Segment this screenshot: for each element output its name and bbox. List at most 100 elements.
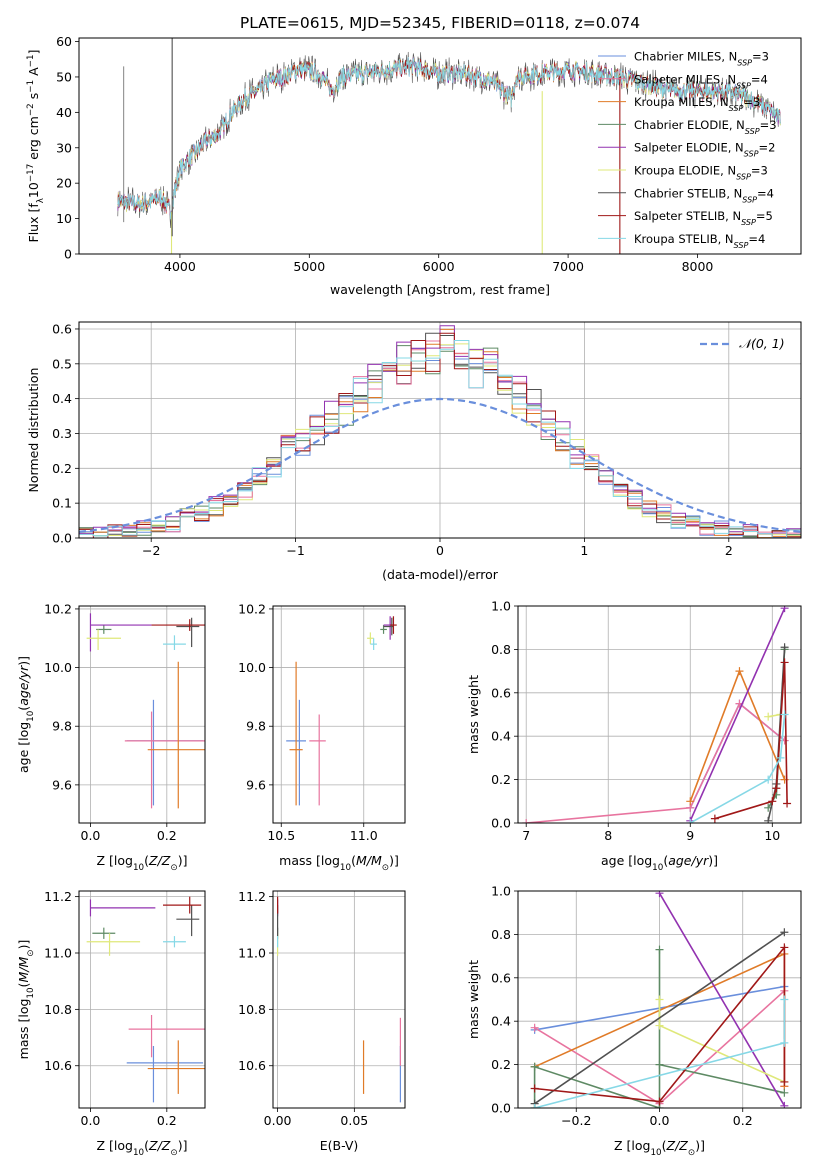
figure-title: PLATE=0615, MJD=52345, FIBERID=0118, z=0… xyxy=(240,14,640,32)
xtick-label-spectrum-1: 5000 xyxy=(293,259,325,274)
series-layer-age_vs_mass xyxy=(286,616,397,806)
errorbar-age_vs_mass-1 xyxy=(309,714,326,806)
axes-mass_vs_Z: 0.0 0.2 10.6 10.8 11.0 11.2 Z [log10(Z/Z⊙)] mas… xyxy=(16,889,206,1158)
legend-label-5: Kroupa ELODIE, NSSP=3 xyxy=(634,164,768,182)
ytick-label-mass_vs_Z-1: 10.8 xyxy=(44,1002,72,1017)
axes-mass_vs_ebv: 0.00 0.05 10.6 10.8 11.0 11.2 E(B-V) xyxy=(238,889,406,1153)
ytick-label-age_vs_mass-1: 9.8 xyxy=(246,719,266,734)
frame-weight_vs_age xyxy=(517,605,802,824)
xtick-label-age_vs_Z-1: 0.2 xyxy=(157,828,177,843)
weight-marker-weight_vs_age-6-0 xyxy=(764,816,773,823)
weight-marker-weight_vs_Z-3-4 xyxy=(655,1060,664,1069)
errorbar-mass_vs_Z-7 xyxy=(163,896,202,914)
xtick-label-mass_vs_Z-1: 0.2 xyxy=(157,1113,177,1128)
ytick-label-weight_vs_Z-4: 0.8 xyxy=(491,927,511,942)
errorbar-age_vs_Z-5 xyxy=(86,629,121,650)
frame-mass_vs_ebv xyxy=(272,890,406,1109)
ytick-label-weight_vs_Z-5: 1.0 xyxy=(491,884,511,899)
errorbar-mass_vs_Z-2 xyxy=(147,1040,205,1094)
weight-marker-weight_vs_age-7-2 xyxy=(772,784,781,793)
weight-marker-weight_vs_age-2-1 xyxy=(735,667,744,676)
ytick-label-residuals-4: 0.4 xyxy=(52,391,72,406)
residuals-xlabel: (data-model)/error xyxy=(382,567,499,582)
spectrum-line-8 xyxy=(117,56,781,220)
xtick-label-residuals-3: 1 xyxy=(580,543,588,558)
weight-vs-Z-xlabel: Z [log10(Z/Z⊙)] xyxy=(614,1138,705,1158)
xtick-label-mass_vs_Z-0: 0.0 xyxy=(81,1113,101,1128)
legend-label-6: Chabrier STELIB, NSSP=4 xyxy=(634,186,774,204)
gaussian-curve xyxy=(79,397,801,533)
weight-marker-weight_vs_age-4-1 xyxy=(780,606,789,613)
weight-marker-weight_vs_age-7-1 xyxy=(768,797,777,806)
weight-vs-Z-ylabel: mass weight xyxy=(466,960,481,1039)
age-vs-Z-ylabel: age [log10(age/yr)] xyxy=(16,656,36,773)
weight-marker-weight_vs_Z-7-3 xyxy=(780,1077,789,1086)
series-layer-mass_vs_ebv xyxy=(277,896,401,1103)
weight-marker-weight_vs_Z-1-0 xyxy=(530,1023,539,1032)
weight-marker-weight_vs_Z-8-0 xyxy=(530,1104,539,1108)
series-layer-weight_vs_age xyxy=(522,606,792,823)
ytick-label-mass_vs_Z-2: 11.0 xyxy=(44,946,72,961)
errorbar-mass_vs_Z-8 xyxy=(163,936,186,948)
errorbar-age_vs_Z-7 xyxy=(151,619,205,631)
gauss-legend-label: 𝒩(0, 1) xyxy=(739,336,785,351)
errorbar-age_vs_Z-6 xyxy=(176,617,200,648)
legend-label-0: Chabrier MILES, NSSP=3 xyxy=(634,50,769,68)
xtick-label-weight_vs_age-2: 9 xyxy=(686,828,694,843)
series-layer-weight_vs_Z xyxy=(530,891,789,1108)
xtick-label-residuals-4: 2 xyxy=(725,543,733,558)
spectrum-xlabel: wavelength [Angstrom, rest frame] xyxy=(330,282,550,297)
weight-vs-age-xlabel: age [log10(age/yr)] xyxy=(601,853,718,873)
weight-marker-weight_vs_Z-8-2 xyxy=(780,995,789,1004)
ytick-label-residuals-1: 0.1 xyxy=(52,496,72,511)
errorbar-age_vs_mass-7 xyxy=(390,616,397,634)
axes-weight_vs_Z: −0.2 0.0 0.2 0.0 0.2 0.4 0.6 0.8 1.0 Z [log10(Z/Z… xyxy=(466,884,802,1158)
weight-marker-weight_vs_Z-7-2 xyxy=(780,943,789,952)
ytick-label-weight_vs_Z-3: 0.6 xyxy=(491,970,511,985)
weight-marker-weight_vs_Z-5-1 xyxy=(655,1021,664,1030)
weight-line-weight_vs_Z-6 xyxy=(534,931,785,1105)
weight-marker-weight_vs_age-5-0 xyxy=(764,712,773,721)
weight-line-weight_vs_age-0 xyxy=(689,702,786,809)
ytick-label-mass_vs_ebv-3: 11.2 xyxy=(238,889,266,904)
ytick-label-residuals-0: 0.0 xyxy=(52,531,72,546)
weight-marker-weight_vs_age-8-0 xyxy=(686,819,695,823)
xtick-label-residuals-2: 0 xyxy=(436,543,444,558)
weight-marker-weight_vs_Z-4-1 xyxy=(780,1101,789,1108)
ytick-label-mass_vs_ebv-0: 10.6 xyxy=(238,1058,266,1073)
ytick-label-weight_vs_Z-1: 0.2 xyxy=(491,1057,511,1072)
ytick-label-spectrum-5: 50 xyxy=(56,69,72,84)
legend-label-7: Salpeter STELIB, NSSP=5 xyxy=(634,209,773,227)
ytick-label-age_vs_mass-0: 9.6 xyxy=(246,777,266,792)
ytick-label-spectrum-2: 20 xyxy=(56,176,72,191)
ytick-label-age_vs_Z-0: 9.6 xyxy=(52,777,72,792)
ytick-label-residuals-2: 0.2 xyxy=(52,461,72,476)
weight-marker-weight_vs_Z-6-1 xyxy=(780,928,789,937)
weight-marker-weight_vs_age-8-3 xyxy=(780,710,789,719)
weight-marker-weight_vs_Z-3-3 xyxy=(655,945,664,954)
axes-residuals: −2 −1 0 1 2 0.0 0.1 0.2 0.3 0.4 0.5 0.6 𝒩(0, 1) (data… xyxy=(26,321,802,582)
legend-label-4: Salpeter ELODIE, NSSP=2 xyxy=(634,141,775,159)
frame-mass_vs_Z xyxy=(78,890,206,1109)
xtick-label-spectrum-3: 7000 xyxy=(552,259,584,274)
xtick-label-weight_vs_age-3: 10 xyxy=(764,828,780,843)
ytick-label-age_vs_Z-3: 10.2 xyxy=(44,601,72,616)
ytick-label-mass_vs_ebv-1: 10.8 xyxy=(238,1002,266,1017)
weight-marker-weight_vs_Z-7-0 xyxy=(530,1084,539,1093)
weight-marker-weight_vs_age-7-3 xyxy=(780,658,789,667)
ytick-label-age_vs_Z-2: 10.0 xyxy=(44,660,72,675)
age-vs-mass-xlabel: mass [log10(M/M⊙)] xyxy=(279,853,399,873)
xtick-label-weight_vs_Z-2: 0.2 xyxy=(733,1113,753,1128)
axes-spectrum: 4000 5000 6000 7000 8000 0 10 20 30 40 50 60 wavelen… xyxy=(26,34,802,297)
errorbar-mass_vs_Z-5 xyxy=(86,933,141,956)
ytick-label-spectrum-0: 0 xyxy=(64,247,72,262)
plot-area-age_vs_mass xyxy=(273,606,405,823)
errorbar-age_vs_Z-0 xyxy=(126,699,204,806)
plot-area-weight_vs_age xyxy=(518,605,801,824)
errorbar-mass_vs_Z-3 xyxy=(92,927,116,939)
xtick-label-weight_vs_Z-0: −0.2 xyxy=(561,1113,591,1128)
series-layer-age_vs_Z xyxy=(86,613,205,809)
histogram-8 xyxy=(79,340,801,538)
weight-marker-weight_vs_age-7-4 xyxy=(783,799,792,808)
